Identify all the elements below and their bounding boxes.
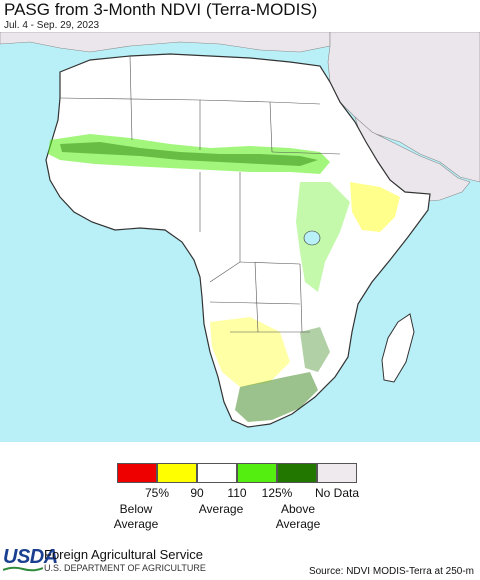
- usda-logo-wave-icon: [3, 566, 43, 572]
- legend-category-above: Above Average: [275, 502, 321, 531]
- east-africa-green: [296, 182, 350, 292]
- usda-logo: USDA: [3, 546, 58, 568]
- legend-swatch-light-green: [237, 463, 277, 483]
- madagascar: [381, 313, 415, 383]
- horn-yellow: [350, 182, 400, 232]
- data-source: Source: NDVI MODIS-Terra at 250-m: [308, 566, 474, 577]
- legend-swatch-dark-green: [277, 463, 317, 483]
- country-borders: [59, 55, 341, 333]
- legend-category-average: Average: [198, 502, 244, 516]
- department-name: U.S. DEPARTMENT OF AGRICULTURE: [44, 563, 206, 573]
- legend-swatch-yellow: [157, 463, 197, 483]
- footer: USDA Foreign Agricultural Service U.S. D…: [0, 542, 480, 580]
- legend-swatch-red: [117, 463, 157, 483]
- legend-tick-125: 125%: [261, 486, 293, 500]
- sahel-well-above: [60, 142, 318, 166]
- sahel-above-average: [48, 134, 330, 174]
- legend-tick-75: 75%: [144, 486, 170, 500]
- south-africa-green: [235, 372, 318, 422]
- legend-tick-110: 110: [227, 486, 247, 500]
- legend-swatch-no-data: [317, 463, 357, 483]
- southern-africa-yellow: [210, 317, 290, 387]
- map-title: PASG from 3-Month NDVI (Terra-MODIS): [4, 0, 318, 19]
- legend-category-below: Below Average: [113, 502, 159, 531]
- mozambique-green: [300, 327, 330, 372]
- africa-map: [0, 32, 480, 442]
- agency-name: Foreign Agricultural Service: [44, 547, 203, 562]
- legend-tick-90: 90: [190, 486, 204, 500]
- legend-swatch-white: [197, 463, 237, 483]
- legend-tick-no-data: No Data: [314, 486, 360, 500]
- middle-east-land: [327, 32, 480, 183]
- date-range: Jul. 4 - Sep. 29, 2023: [4, 20, 100, 31]
- lake-victoria: [303, 230, 321, 246]
